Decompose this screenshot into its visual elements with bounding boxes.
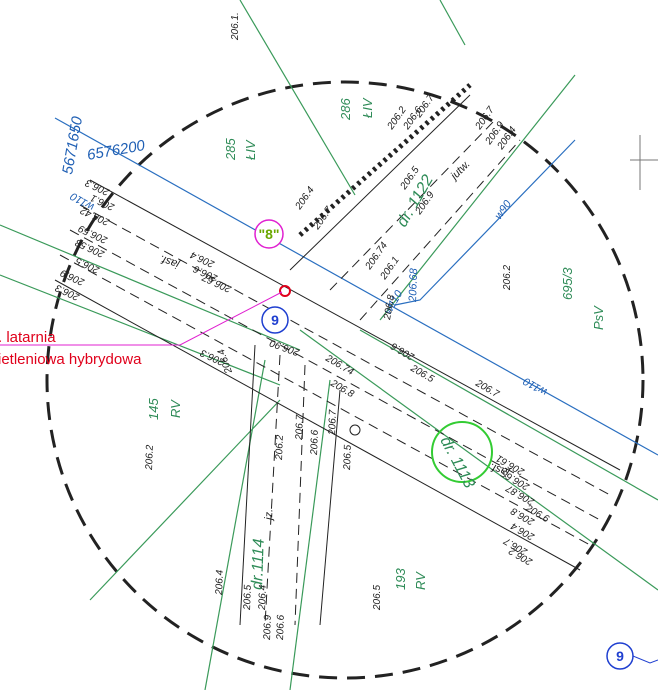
parcel-number: 145 [146,398,161,420]
road-edge [90,180,620,470]
linework [0,0,658,690]
surface: jasf. [158,252,183,271]
elevation: 206.6 [389,340,417,363]
elevation: 206.2 [502,265,513,291]
parcel-line [440,0,465,45]
elevation: 206.5 [242,584,254,611]
pole-label: "8" [258,226,279,242]
elevation: 206.1. [230,12,241,41]
parcel-number: 695/3 [560,267,575,300]
elevation: 206.90 [268,337,302,358]
well [350,425,360,435]
elevation: 206.7 [327,409,339,436]
elevation: 206.4 [216,347,235,376]
parcel-line [205,360,265,690]
pipe-label: w90 [493,198,515,222]
parcel-number: 193 [393,568,408,590]
callout-number: 9 [271,312,279,328]
elevation: 206.4 [214,569,226,596]
elevation: 206.6 [309,429,321,456]
elevation: 206.8 [328,378,356,401]
elevation: 206.1 [378,255,402,283]
parcel-class: ŁIV [360,97,375,118]
pipe-line [395,140,575,305]
road-line [60,255,590,545]
parcel-class: RV [168,399,183,418]
elevation: 206.7 [311,205,335,233]
coordinate: 5671650 [59,115,86,176]
pipe-label: w110 [521,374,550,398]
elevation: 206.6 [275,614,287,641]
surface: jutw. [447,158,472,183]
coordinate: 6576200 [86,137,147,164]
elevation: 206.4 [293,185,317,213]
road-edge [55,280,580,570]
elevation: 206.9 [262,614,274,641]
parcel-class: PsV [591,305,606,330]
parcel-line [240,0,355,195]
road-line [360,140,520,320]
elevation: 206.74 [323,353,356,379]
road-name: dr.1114 [249,538,268,590]
crosshair [630,135,658,190]
callout-line [633,656,658,663]
parcel-class: RV [413,571,428,590]
elevation: 206.2 [144,444,156,471]
surface: jz. [263,509,275,522]
pipe-level: 206.68 [407,267,420,303]
elevation: 206.7 [294,414,306,441]
elevation: 206.2 [274,434,286,461]
parcel-number: 286 [338,98,353,121]
parcel-class: ŁIV [243,139,258,160]
elevation: 206.5 [408,363,436,386]
callout-number: 9 [616,648,624,664]
elevation: 206.5 [372,585,383,611]
legend-text: . latarnia [0,329,56,346]
elevation: 206.8 [382,294,397,322]
elevation: 206.5 [342,444,354,471]
elevation: 206.4 [257,584,269,611]
lamp [280,286,290,296]
road-line [265,355,280,625]
legend-text: ietleniowa hybrydowa [0,351,142,368]
parcel-number: 285 [223,138,238,161]
map: 286 ŁIV 285 ŁIV 695/3 PsV 145 RV 193 RV … [0,0,658,690]
